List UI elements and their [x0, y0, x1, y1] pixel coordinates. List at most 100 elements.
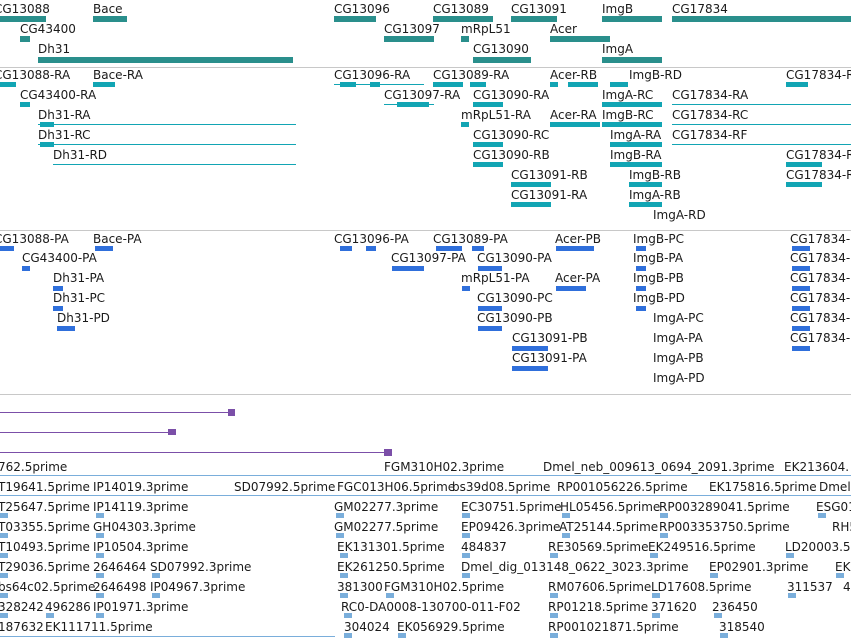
est-label[interactable]: RP003289041.5prime — [659, 500, 790, 514]
est-label[interactable]: EP09426.3prime — [461, 520, 561, 534]
est-label[interactable]: RP001056226.5prime — [557, 480, 688, 494]
transcript-feature[interactable] — [610, 142, 662, 147]
transcript-feature[interactable] — [610, 162, 662, 167]
transcript-label-cg13088-ra[interactable]: CG13088-RA — [0, 68, 71, 82]
est-feature[interactable] — [96, 533, 104, 538]
protein-feature[interactable] — [472, 246, 484, 251]
est-label[interactable]: 762.5prime — [0, 460, 68, 474]
protein-label-mrpl51-pa[interactable]: mRpL51-PA — [461, 271, 530, 285]
protein-label-imgb-pc[interactable]: ImgB-PC — [633, 232, 685, 246]
est-label[interactable]: 484837 — [461, 540, 507, 554]
transcript-feature[interactable] — [473, 142, 503, 147]
est-feature[interactable] — [336, 513, 344, 518]
protein-label-imga-pa[interactable]: ImgA-PA — [653, 331, 703, 345]
est-feature[interactable] — [786, 553, 794, 558]
est-label[interactable]: EK261250.5prime — [337, 560, 445, 574]
gene-feature-mrpl51[interactable] — [461, 36, 469, 42]
transcript-label-dh31-rc[interactable]: Dh31-RC — [38, 128, 91, 142]
protein-feature[interactable] — [792, 346, 810, 351]
gene-label-cg13096[interactable]: CG13096 — [334, 2, 390, 16]
est-label[interactable]: IP10504.3prime — [93, 540, 189, 554]
est-label[interactable]: 304024 — [344, 620, 390, 634]
gene-label-imgb[interactable]: ImgB — [602, 2, 634, 16]
est-label[interactable]: FGM310H02.5prime — [384, 580, 505, 594]
est-label[interactable]: RM07606.5prime — [548, 580, 652, 594]
gene-label-mrpl51[interactable]: mRpL51 — [461, 22, 511, 36]
protein-label-cg13091-pb[interactable]: CG13091-PB — [512, 331, 588, 345]
est-label[interactable]: RP003353750.5prime — [659, 520, 790, 534]
protein-label-imgb-pa[interactable]: ImgB-PA — [633, 251, 684, 265]
protein-feature[interactable] — [792, 246, 810, 251]
gene-label-cg13090[interactable]: CG13090 — [473, 42, 529, 56]
protein-feature[interactable] — [340, 246, 352, 251]
protein-label-cg17834[interactable]: CG17834- — [790, 251, 851, 265]
est-label[interactable]: RC0-DA0008-130700-011-F02 — [341, 600, 521, 614]
est-label[interactable]: IP14019.3prime — [93, 480, 189, 494]
protein-label-cg17834[interactable]: CG17834- — [790, 271, 851, 285]
protein-label-cg13097-pa[interactable]: CG13097-PA — [391, 251, 466, 265]
est-label[interactable]: 236450 — [712, 600, 758, 614]
est-label[interactable]: T25647.5prime — [0, 500, 90, 514]
est-feature[interactable] — [462, 513, 470, 518]
track4-feature[interactable] — [0, 452, 390, 453]
protein-label-cg13096-pa[interactable]: CG13096-PA — [334, 232, 409, 246]
est-feature[interactable] — [462, 553, 470, 558]
protein-feature[interactable] — [478, 306, 502, 311]
est-label[interactable]: 311537 — [787, 580, 833, 594]
transcript-label-cg17834-rd[interactable]: CG17834-RD — [786, 68, 851, 82]
est-label[interactable]: T19641.5prime — [0, 480, 90, 494]
est-feature[interactable] — [550, 593, 558, 598]
gene-feature-acer[interactable] — [550, 36, 610, 42]
est-label[interactable]: 318540 — [719, 620, 765, 634]
est-feature[interactable] — [562, 533, 570, 538]
est-feature[interactable] — [46, 613, 54, 618]
est-feature[interactable] — [710, 573, 718, 578]
transcript-label-cg13089-ra[interactable]: CG13089-RA — [433, 68, 510, 82]
transcript-label-cg43400-ra[interactable]: CG43400-RA — [20, 88, 97, 102]
transcript-label-mrpl51-ra[interactable]: mRpL51-RA — [461, 108, 531, 122]
gene-label-cg13089[interactable]: CG13089 — [433, 2, 489, 16]
protein-label-imga-pd[interactable]: ImgA-PD — [653, 371, 705, 385]
est-label[interactable]: T03355.5prime — [0, 520, 90, 534]
protein-label-cg13090-pc[interactable]: CG13090-PC — [477, 291, 553, 305]
transcript-label-cg13090-rb[interactable]: CG13090-RB — [473, 148, 550, 162]
est-feature[interactable] — [714, 613, 722, 618]
est-feature[interactable] — [96, 573, 104, 578]
transcript-feature[interactable] — [511, 202, 551, 207]
est-label[interactable]: 328242 — [0, 600, 44, 614]
est-label[interactable]: FGM310H02.3prime — [384, 460, 505, 474]
protein-label-cg13088-pa[interactable]: CG13088-PA — [0, 232, 69, 246]
transcript-label-cg17834-re[interactable]: CG17834-RE — [786, 168, 851, 182]
est-label[interactable]: bs64c02.5prime — [0, 580, 96, 594]
est-feature[interactable] — [152, 573, 160, 578]
protein-feature[interactable] — [636, 266, 646, 271]
gene-feature-dh31[interactable] — [38, 57, 293, 63]
est-label[interactable]: T10493.5prime — [0, 540, 90, 554]
est-label[interactable]: EK111711.5prime — [45, 620, 153, 634]
est-label[interactable]: Dmel_dig_013148_0622_3023.3prime — [461, 560, 689, 574]
est-feature[interactable] — [96, 593, 104, 598]
gene-label-cg13091[interactable]: CG13091 — [511, 2, 567, 16]
est-feature[interactable] — [788, 593, 796, 598]
transcript-label-cg13090-rc[interactable]: CG13090-RC — [473, 128, 550, 142]
est-label[interactable]: 2646464 — [93, 560, 147, 574]
gene-feature-cg13088[interactable] — [0, 16, 46, 22]
transcript-feature[interactable] — [20, 102, 30, 107]
est-feature[interactable] — [836, 573, 844, 578]
protein-label-bace-pa[interactable]: Bace-PA — [93, 232, 142, 246]
est-feature[interactable] — [340, 553, 348, 558]
est-label[interactable]: 371620 — [651, 600, 697, 614]
protein-label-cg13091-pa[interactable]: CG13091-PA — [512, 351, 587, 365]
est-label[interactable]: EK175816.5prime — [709, 480, 817, 494]
transcript-feature[interactable] — [340, 82, 356, 87]
transcript-label-imgb-rd[interactable]: ImgB-RD — [629, 68, 682, 82]
gene-feature-imga[interactable] — [602, 57, 662, 63]
transcript-feature[interactable] — [473, 162, 503, 167]
protein-label-acer-pa[interactable]: Acer-PA — [555, 271, 601, 285]
protein-label-cg13090-pa[interactable]: CG13090-PA — [477, 251, 552, 265]
est-label[interactable]: SD07992.5prime — [234, 480, 336, 494]
protein-label-imgb-pd[interactable]: ImgB-PD — [633, 291, 685, 305]
transcript-feature[interactable] — [550, 82, 558, 87]
transcript-label-imga-rd[interactable]: ImgA-RD — [653, 208, 706, 222]
protein-label-cg43400-pa[interactable]: CG43400-PA — [22, 251, 97, 265]
